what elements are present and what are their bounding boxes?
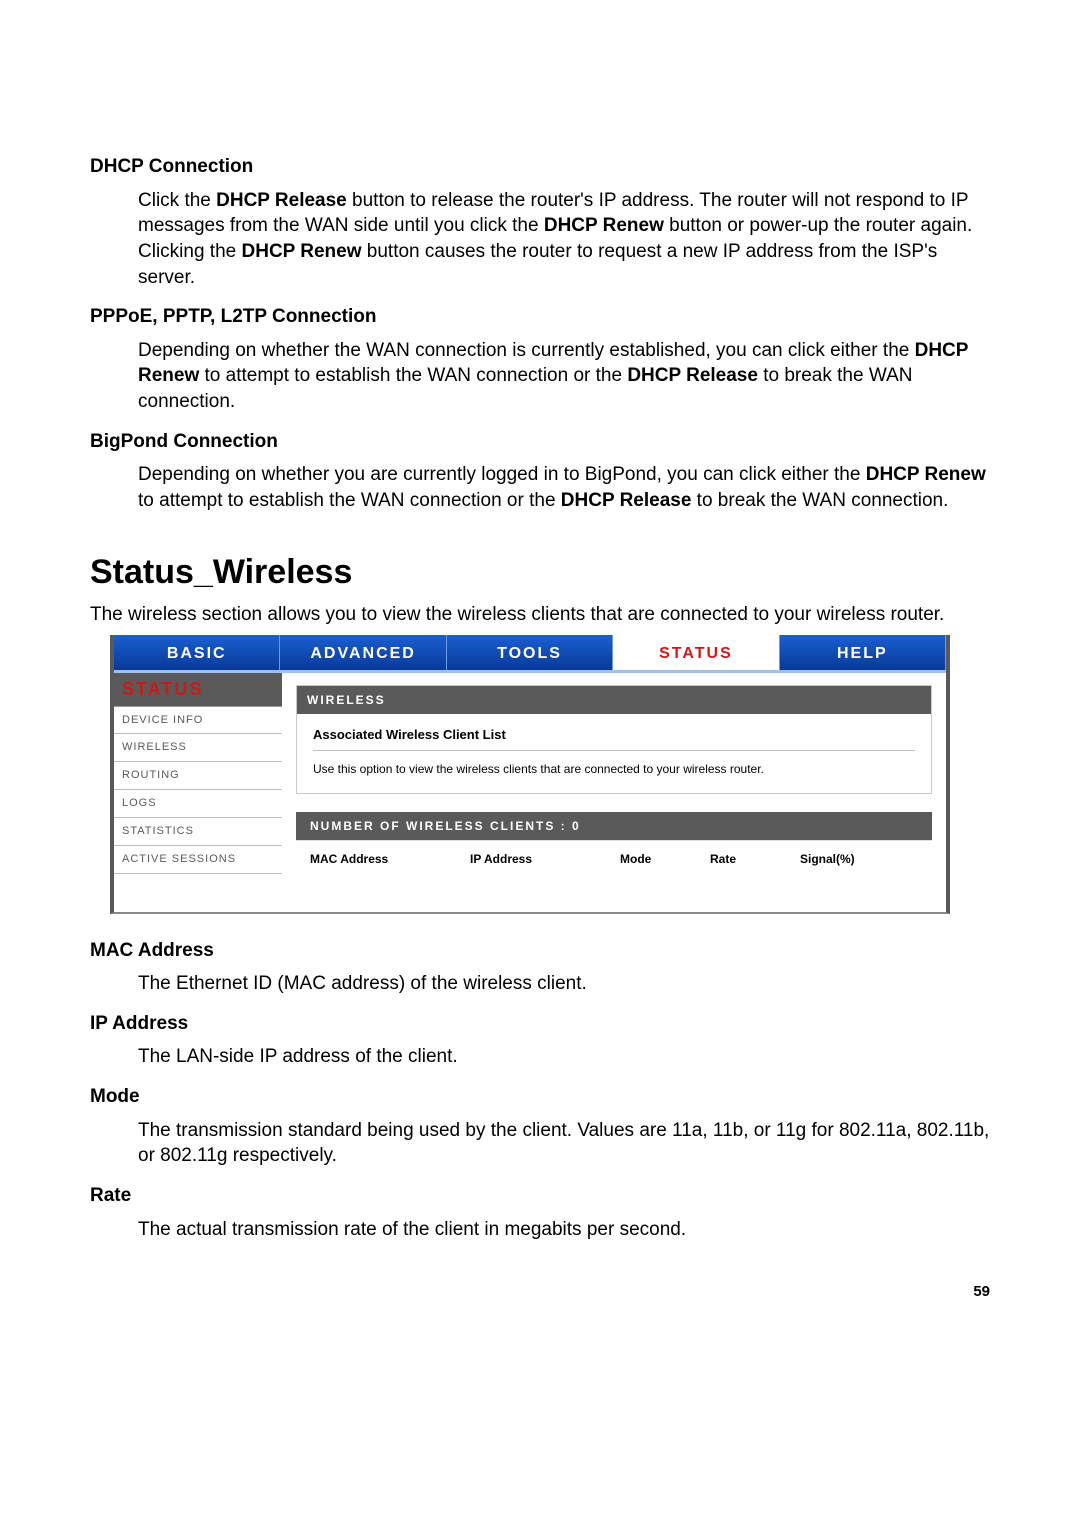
- def-title-mode: Mode: [90, 1084, 990, 1110]
- tab-basic[interactable]: BASIC: [114, 635, 280, 670]
- section-title-bigpond: BigPond Connection: [90, 429, 990, 455]
- def-body-rate: The actual transmission rate of the clie…: [138, 1217, 990, 1243]
- router-screenshot: BASIC ADVANCED TOOLS STATUS HELP STATUS …: [110, 635, 950, 913]
- clients-card-head: NUMBER OF WIRELESS CLIENTS : 0: [296, 812, 932, 840]
- tab-advanced[interactable]: ADVANCED: [280, 635, 446, 670]
- text-bold: DHCP Renew: [544, 215, 664, 236]
- tab-status[interactable]: STATUS: [613, 635, 779, 670]
- section-body-bigpond: Depending on whether you are currently l…: [138, 462, 990, 513]
- text-bold: DHCP Renew: [866, 464, 986, 485]
- tab-help[interactable]: HELP: [780, 635, 946, 670]
- sidebar-item-routing[interactable]: ROUTING: [114, 762, 282, 790]
- clients-card: NUMBER OF WIRELESS CLIENTS : 0 MAC Addre…: [296, 812, 932, 879]
- text: Click the: [138, 190, 216, 211]
- def-title-rate: Rate: [90, 1183, 990, 1209]
- wireless-card-subtitle: Associated Wireless Client List: [313, 726, 915, 751]
- sidebar-item-wireless[interactable]: WIRELESS: [114, 734, 282, 762]
- sidebar-item-statistics[interactable]: STATISTICS: [114, 818, 282, 846]
- sidebar-item-active-sessions[interactable]: ACTIVE SESSIONS: [114, 846, 282, 874]
- col-mode: Mode: [620, 851, 710, 867]
- sidebar: STATUS DEVICE INFO WIRELESS ROUTING LOGS…: [114, 673, 282, 911]
- text: Depending on whether the WAN connection …: [138, 340, 915, 361]
- def-title-ip: IP Address: [90, 1011, 990, 1037]
- sidebar-title: STATUS: [114, 673, 282, 706]
- text-bold: DHCP Renew: [242, 241, 362, 262]
- wireless-card: WIRELESS Associated Wireless Client List…: [296, 685, 932, 794]
- section-body-dhcp: Click the DHCP Release button to release…: [138, 188, 990, 291]
- clients-table-header: MAC Address IP Address Mode Rate Signal(…: [296, 840, 932, 879]
- def-body-ip: The LAN-side IP address of the client.: [138, 1044, 990, 1070]
- def-body-mode: The transmission standard being used by …: [138, 1118, 990, 1169]
- sidebar-item-device-info[interactable]: DEVICE INFO: [114, 707, 282, 735]
- def-body-mac: The Ethernet ID (MAC address) of the wir…: [138, 971, 990, 997]
- col-rate: Rate: [710, 851, 800, 867]
- col-mac: MAC Address: [310, 851, 470, 867]
- section-title-pppoe: PPPoE, PPTP, L2TP Connection: [90, 304, 990, 330]
- tab-tools[interactable]: TOOLS: [447, 635, 613, 670]
- intro-text: The wireless section allows you to view …: [90, 602, 990, 628]
- text-bold: DHCP Release: [561, 490, 692, 511]
- tab-bar: BASIC ADVANCED TOOLS STATUS HELP: [114, 635, 946, 673]
- text: to break the WAN connection.: [691, 490, 948, 511]
- def-title-mac: MAC Address: [90, 938, 990, 964]
- page-number: 59: [90, 1282, 990, 1302]
- col-signal: Signal(%): [800, 851, 918, 867]
- text: Depending on whether you are currently l…: [138, 464, 866, 485]
- section-body-pppoe: Depending on whether the WAN connection …: [138, 338, 990, 415]
- sidebar-item-logs[interactable]: LOGS: [114, 790, 282, 818]
- text: to attempt to establish the WAN connecti…: [138, 490, 561, 511]
- page-heading: Status_Wireless: [90, 550, 990, 596]
- text-bold: DHCP Release: [627, 365, 758, 386]
- text-bold: DHCP Release: [216, 190, 347, 211]
- section-title-dhcp: DHCP Connection: [90, 154, 990, 180]
- wireless-card-desc: Use this option to view the wireless cli…: [313, 761, 915, 777]
- main-panel: WIRELESS Associated Wireless Client List…: [282, 673, 946, 911]
- wireless-card-head: WIRELESS: [297, 686, 931, 714]
- text: to attempt to establish the WAN connecti…: [199, 365, 627, 386]
- col-ip: IP Address: [470, 851, 620, 867]
